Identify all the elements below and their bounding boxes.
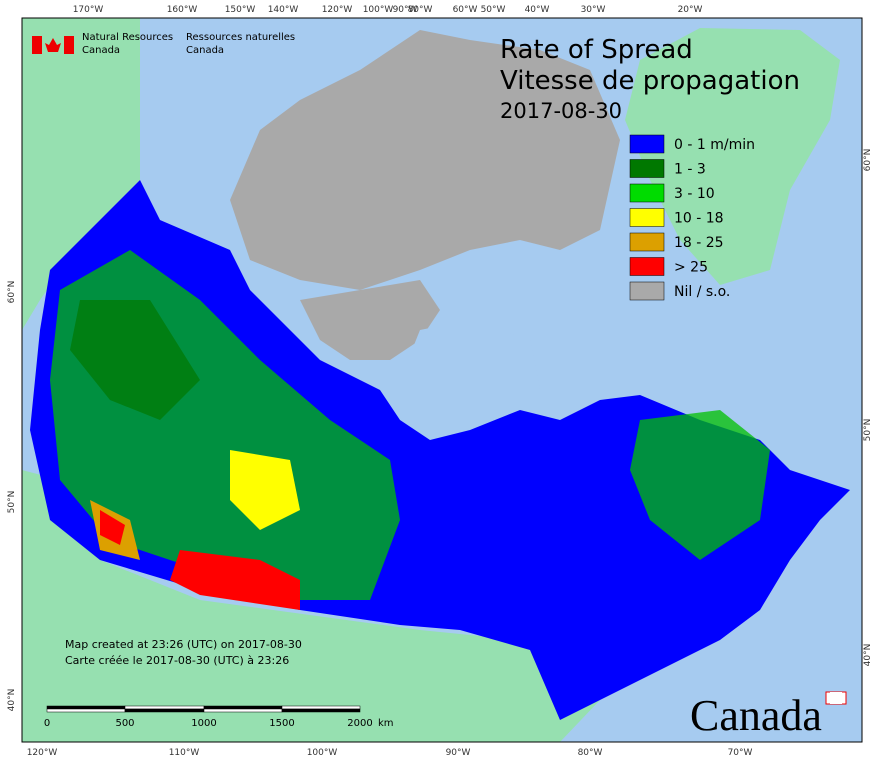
zone-over-25: [170, 550, 300, 610]
graticule-label: 160°W: [167, 5, 198, 15]
graticule-label: 70°W: [728, 748, 753, 758]
legend-swatch: [629, 257, 665, 276]
graticule-label: 100°W: [363, 5, 394, 15]
scale-segment: [281, 705, 361, 710]
graticule-label: 30°W: [581, 5, 606, 15]
graticule-label: 50°N: [863, 419, 873, 442]
flag-leaf: [45, 38, 61, 52]
graticule-label: 50°N: [7, 491, 17, 514]
scale-label: 1500: [269, 718, 294, 729]
legend-label: Nil / s.o.: [674, 284, 730, 300]
graticule-label: 150°W: [225, 5, 256, 15]
graticule-labels: 170°W 160°W 150°W 140°W 120°W 100°W 90°W80°W 60…: [7, 5, 873, 758]
legend-swatch: [629, 208, 665, 227]
alaska: [22, 18, 140, 330]
graticule-label: 80°W: [578, 748, 603, 758]
scale-segment: [124, 705, 205, 710]
graticule-label: 90°W: [393, 5, 418, 15]
graticule-label: 40°W: [525, 5, 550, 15]
scale-label: 2000: [347, 718, 372, 729]
frame-border: [21, 17, 863, 743]
graticule-label: 80°W: [408, 5, 433, 15]
graticule-label: 50°W: [481, 5, 506, 15]
legend-swatch: [629, 232, 665, 252]
hudson-bay: [400, 320, 540, 420]
scale-segment: [124, 708, 205, 713]
graticule-label: 110°W: [169, 748, 200, 758]
graticule-label: 100°W: [307, 748, 338, 758]
graticule-label: 170°W: [73, 5, 104, 15]
wordmark-text: Canada: [690, 691, 822, 740]
graticule-label: 60°N: [7, 281, 17, 304]
graticule-label: 140°W: [268, 5, 299, 15]
scale-label: 500: [115, 718, 134, 729]
map-date: 2017-08-30: [500, 99, 622, 123]
legend-label: 0 - 1 m/min: [674, 137, 755, 153]
legend-swatch: [629, 183, 665, 203]
graticule-label: 20°W: [678, 5, 703, 15]
legend-label: 3 - 10: [674, 186, 715, 202]
arctic-islands: [230, 30, 620, 290]
scale-segment: [203, 705, 283, 710]
graticule-label: 120°W: [27, 748, 58, 758]
graticule-label: 40°N: [7, 689, 17, 712]
credit: Carte créée le 2017-08-30 (UTC) à 23:26: [65, 654, 289, 667]
flag-bar: [32, 36, 42, 54]
legend: 0 - 1 m/min 1 - 3 3 - 10 10 - 18 18 - 25 > 25…: [629, 134, 755, 301]
wordmark-flag: [830, 692, 842, 704]
agency-text: Canada: [82, 45, 120, 56]
graticule-label: 60°N: [863, 149, 873, 172]
agency-text: Canada: [186, 45, 224, 56]
graticule-label: 40°N: [863, 644, 873, 667]
usa: [22, 470, 600, 742]
legend-label: 1 - 3: [674, 162, 706, 178]
graticule-label: 90°W: [446, 748, 471, 758]
graticule-label: 120°W: [322, 5, 353, 15]
map-frame: [21, 17, 863, 743]
scale-segment: [281, 708, 361, 713]
zone-1-3: [70, 300, 200, 420]
legend-swatch: [629, 134, 665, 154]
zone-east-3-10: [630, 410, 770, 560]
scale-unit: km: [378, 718, 394, 729]
zone-10-18: [230, 450, 300, 530]
graticule-label: 60°W: [453, 5, 478, 15]
scale-label: 1000: [191, 718, 216, 729]
title: Vitesse de propagation: [500, 66, 800, 96]
greenland: [625, 28, 840, 285]
title: Rate of Spread: [500, 35, 693, 65]
zone-over-25-bc: [100, 510, 125, 545]
agency-logo: Natural Resources Canada Ressources natu…: [32, 32, 295, 56]
legend-swatch: [629, 281, 665, 301]
nunavut-mainland: [300, 280, 440, 360]
credit: Map created at 23:26 (UTC) on 2017-08-30: [65, 638, 302, 651]
flag-bar: [64, 36, 74, 54]
agency-text: Natural Resources: [82, 32, 173, 43]
wordmark: Canada: [690, 691, 847, 740]
scale-segment: [46, 705, 126, 710]
scale-label: 0: [44, 718, 50, 729]
agency-text: Ressources naturelles: [186, 32, 295, 43]
legend-swatch: [629, 159, 665, 178]
legend-label: > 25: [674, 260, 708, 276]
legend-label: 10 - 18: [674, 211, 724, 227]
legend-label: 18 - 25: [674, 235, 724, 251]
scale-segment: [203, 708, 283, 713]
scale-segment: [46, 708, 126, 713]
scale-bar: 0 500 1000 1500 2000 km: [44, 705, 394, 729]
